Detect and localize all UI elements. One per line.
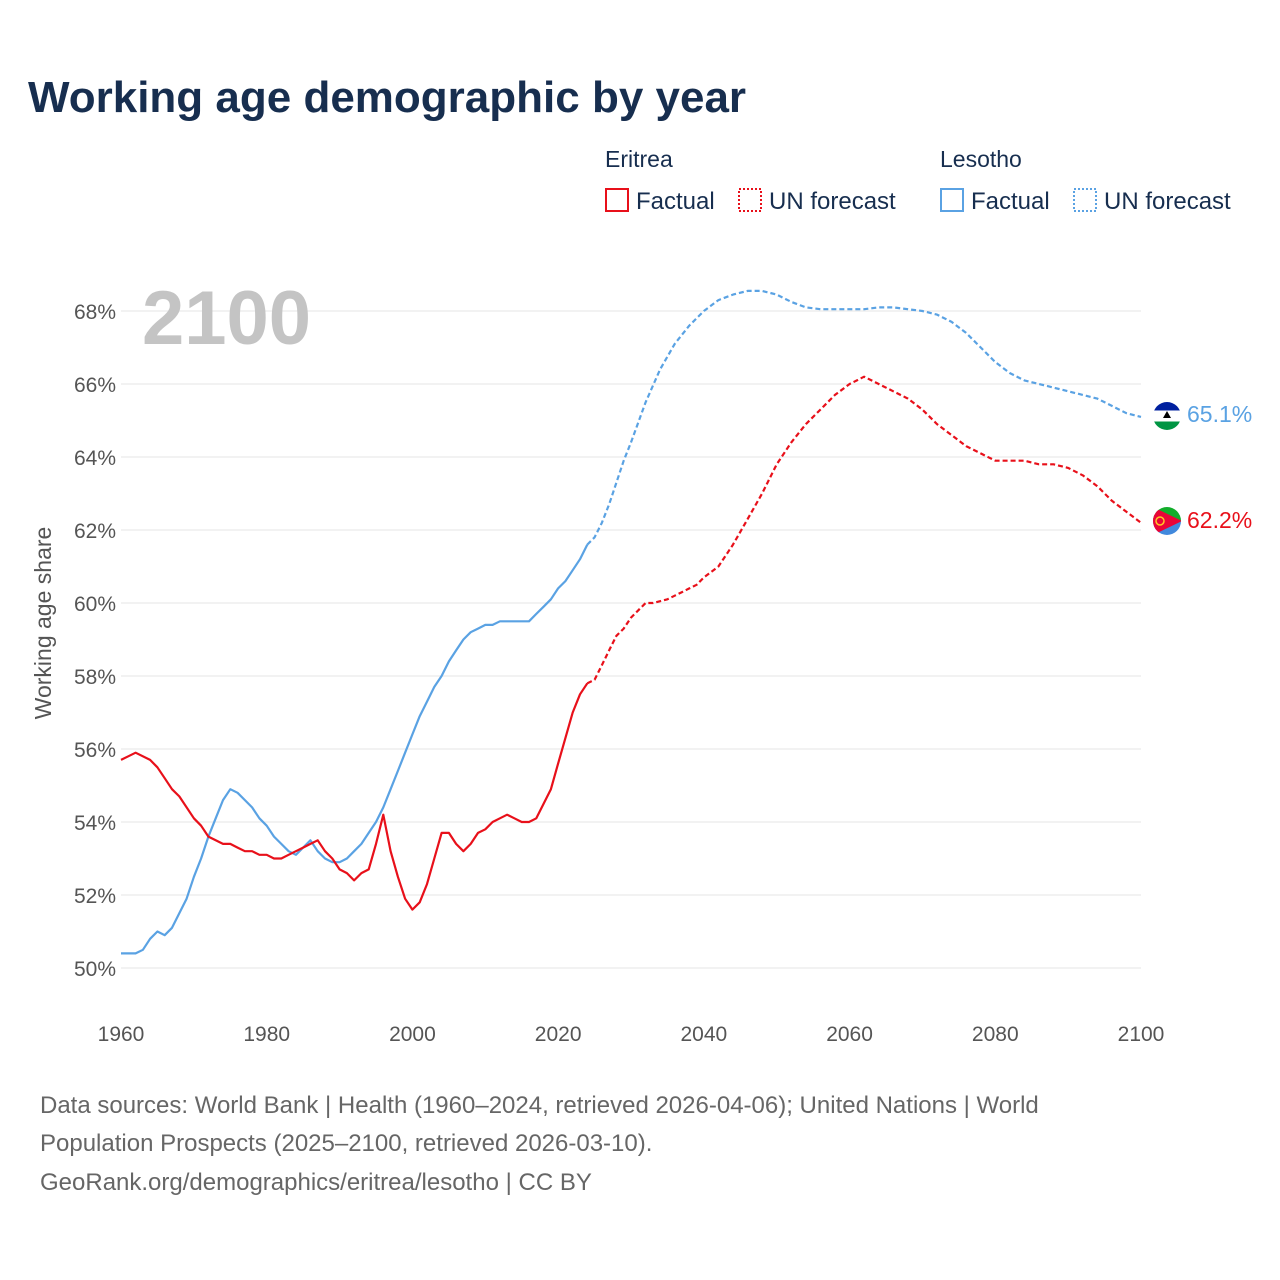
lesotho-flag-icon bbox=[1153, 402, 1181, 430]
legend-swatch-eritrea-forecast bbox=[738, 188, 762, 212]
y-tick-label: 66% bbox=[74, 374, 116, 397]
x-tick-label: 1960 bbox=[98, 1023, 145, 1046]
legend-label-eritrea-factual: Factual bbox=[636, 188, 715, 215]
y-tick-label: 60% bbox=[74, 593, 116, 616]
x-tick-label: 2100 bbox=[1118, 1023, 1165, 1046]
legend: Eritrea Factual UN forecast Lesotho Fact… bbox=[605, 146, 1231, 215]
legend-label-lesotho-forecast: UN forecast bbox=[1104, 188, 1231, 215]
series-line-lesotho-forecast bbox=[586, 289, 1142, 546]
legend-swatch-lesotho-forecast bbox=[1073, 188, 1097, 212]
y-axis-ticks: 50% 52% 54% 56% 58% 60% 62% 64% 66% 68% bbox=[74, 301, 116, 981]
x-tick-label: 2000 bbox=[389, 1023, 436, 1046]
footer-source-line-2: Population Prospects (2025–2100, retriev… bbox=[40, 1130, 652, 1157]
legend-group-eritrea: Eritrea bbox=[605, 146, 673, 172]
x-axis-ticks: 1960 1980 2000 2020 2040 2060 2080 2100 bbox=[98, 1023, 1165, 1046]
legend-label-lesotho-factual: Factual bbox=[971, 188, 1050, 215]
y-tick-label: 68% bbox=[74, 301, 116, 324]
series-line-lesotho-factual bbox=[121, 544, 589, 955]
y-tick-label: 50% bbox=[74, 958, 116, 981]
chart-title: Working age demographic by year bbox=[28, 73, 746, 122]
y-axis-label: Working age share bbox=[30, 527, 56, 720]
x-tick-label: 2040 bbox=[680, 1023, 727, 1046]
y-tick-label: 64% bbox=[74, 447, 116, 470]
x-tick-label: 2060 bbox=[826, 1023, 873, 1046]
end-label-eritrea: 62.2% bbox=[1187, 507, 1252, 533]
y-tick-label: 62% bbox=[74, 520, 116, 543]
y-tick-label: 52% bbox=[74, 885, 116, 908]
eritrea-flag-icon bbox=[1153, 507, 1181, 535]
series-lines bbox=[120, 289, 1142, 955]
legend-swatch-lesotho-factual bbox=[940, 188, 964, 212]
grid-lines bbox=[121, 310, 1141, 969]
y-tick-label: 58% bbox=[74, 666, 116, 689]
y-tick-label: 56% bbox=[74, 739, 116, 762]
legend-swatch-eritrea-factual bbox=[605, 188, 629, 212]
year-watermark: 2100 bbox=[142, 276, 311, 361]
x-tick-label: 1980 bbox=[243, 1023, 290, 1046]
legend-group-lesotho: Lesotho bbox=[940, 146, 1022, 172]
footer-source-line-1: Data sources: World Bank | Health (1960–… bbox=[40, 1092, 1039, 1119]
series-line-eritrea-forecast bbox=[586, 375, 1142, 685]
y-tick-label: 54% bbox=[74, 812, 116, 835]
series-line-eritrea-factual bbox=[120, 682, 589, 911]
x-tick-label: 2080 bbox=[972, 1023, 1019, 1046]
legend-label-eritrea-forecast: UN forecast bbox=[769, 188, 896, 215]
footer-attribution: GeoRank.org/demographics/eritrea/lesotho… bbox=[40, 1169, 592, 1196]
x-tick-label: 2020 bbox=[535, 1023, 582, 1046]
end-label-lesotho: 65.1% bbox=[1187, 401, 1252, 427]
